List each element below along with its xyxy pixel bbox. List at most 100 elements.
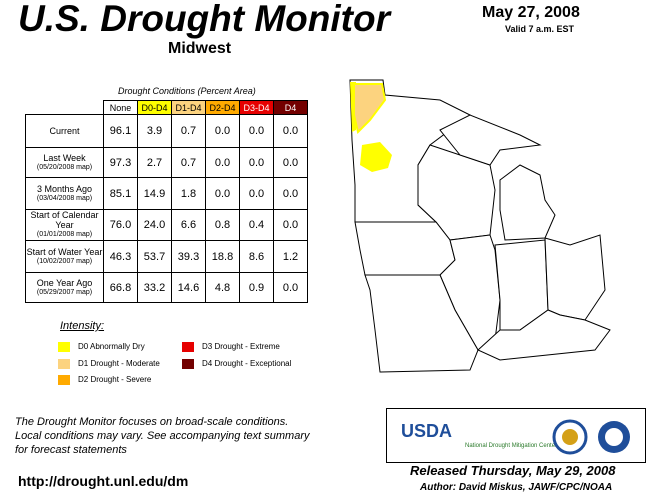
drought-d0: [350, 82, 356, 132]
row-label: One Year Ago (05/29/2007 map): [25, 272, 104, 303]
state: [499, 164, 556, 241]
legend-label: D1 Drought - Moderate: [78, 359, 160, 368]
cell: 85.1: [103, 177, 138, 210]
cell: 0.0: [273, 147, 308, 178]
column-header: None: [103, 100, 138, 115]
column-header: D2-D4: [205, 100, 240, 115]
row-label-text: Start of Calendar Year: [30, 210, 99, 230]
cell: 0.0: [205, 114, 240, 148]
state: [477, 309, 611, 361]
state: [439, 114, 542, 166]
subtitle: Midwest: [168, 40, 232, 57]
cell: 14.9: [137, 177, 172, 210]
column-header: D4: [273, 100, 308, 115]
legend-swatch: [182, 342, 194, 352]
cell: 0.7: [171, 114, 206, 148]
cell: 0.0: [239, 147, 274, 178]
cell: 97.3: [103, 147, 138, 178]
row-label: Start of Calendar Year (01/01/2008 map): [25, 209, 104, 241]
row-date: (05/20/2008 map): [36, 163, 93, 171]
legend-label: D0 Abnormally Dry: [78, 342, 145, 351]
note-line: for forecast statements: [15, 444, 127, 456]
usda-logo: USDA: [401, 421, 453, 441]
state: [494, 239, 549, 331]
cell: 0.7: [171, 147, 206, 178]
table-row: One Year Ago (05/29/2007 map) 66.8 33.2 14.6…: [25, 272, 308, 303]
row-label-text: One Year Ago: [36, 277, 93, 288]
cell: 1.8: [171, 177, 206, 210]
legend-swatch: [58, 375, 70, 385]
legend-title: Intensity:: [60, 320, 105, 332]
cell: 0.9: [239, 272, 274, 303]
row-label: Start of Water Year (10/02/2007 map): [25, 240, 104, 273]
cell: 76.0: [103, 209, 138, 241]
state: [417, 144, 496, 241]
cell: 0.0: [205, 177, 240, 210]
valid-time: Valid 7 a.m. EST: [505, 24, 575, 34]
legend-label: D3 Drought - Extreme: [202, 342, 280, 351]
cell: 0.0: [239, 177, 274, 210]
cell: 53.7: [137, 240, 172, 273]
note-line: Local conditions may vary. See accompany…: [15, 430, 310, 442]
seal: [562, 429, 578, 445]
cell: 96.1: [103, 114, 138, 148]
cell: 1.2: [273, 240, 308, 273]
cell: 0.0: [273, 177, 308, 210]
seal: [605, 428, 623, 446]
table-row: Start of Calendar Year (01/01/2008 map) 76…: [25, 209, 308, 241]
ndmc-logo: National Drought Mitigation Center: [465, 443, 558, 449]
row-label-text: Current: [49, 126, 80, 136]
table-caption: Drought Conditions (Percent Area): [118, 86, 256, 96]
logo-box: USDA National Drought Mitigation Center: [386, 408, 646, 463]
cell: 0.8: [205, 209, 240, 241]
row-label: Last Week (05/20/2008 map): [25, 147, 104, 178]
legend-label: D2 Drought - Severe: [78, 375, 152, 384]
table-row: Current 96.1 3.9 0.7 0.0 0.0 0.0: [25, 114, 308, 148]
row-label: 3 Months Ago (03/04/2008 map): [25, 177, 104, 210]
note: The Drought Monitor focuses on broad-sca…: [15, 415, 309, 457]
states: [349, 79, 611, 373]
legend-swatch: [58, 342, 70, 352]
cell: 46.3: [103, 240, 138, 273]
released: Released Thursday, May 29, 2008: [410, 463, 616, 478]
state: [349, 79, 471, 223]
row-date: (05/29/2007 map): [36, 288, 93, 296]
cell: 0.0: [273, 114, 308, 148]
state: [354, 221, 456, 276]
table-row: 3 Months Ago (03/04/2008 map) 85.1 14.9 1.8 0…: [25, 177, 308, 210]
corner-cell: [26, 101, 104, 115]
table-row: Start of Water Year (10/02/2007 map) 46.3 5…: [25, 240, 308, 273]
column-header: D1-D4: [171, 100, 206, 115]
cell: 66.8: [103, 272, 138, 303]
column-header: D0-D4: [137, 100, 172, 115]
cell: 0.4: [239, 209, 274, 241]
agency-seals: [552, 419, 630, 455]
stats-table: None D0-D4 D1-D4 D2-D4 D3-D4 D4 Current 96.1 3.9…: [25, 100, 308, 303]
cell: 24.0: [137, 209, 172, 241]
column-header: D3-D4: [239, 100, 274, 115]
state: [364, 274, 479, 373]
note-line: The Drought Monitor focuses on broad-sca…: [15, 416, 289, 428]
row-date: (10/02/2007 map): [36, 257, 93, 265]
header-row: None D0-D4 D1-D4 D2-D4 D3-D4 D4: [26, 100, 308, 115]
cell: 33.2: [137, 272, 172, 303]
legend-swatch: [58, 359, 70, 369]
author: Author: David Miskus, JAWF/CPC/NOAA: [420, 482, 613, 493]
cell: 6.6: [171, 209, 206, 241]
row-label-text: Start of Water Year: [26, 246, 103, 257]
cell: 2.7: [137, 147, 172, 178]
row-label-text: 3 Months Ago: [36, 183, 93, 194]
cell: 14.6: [171, 272, 206, 303]
cell: 8.6: [239, 240, 274, 273]
drought-d0: [360, 142, 392, 172]
title: U.S. Drought Monitor: [18, 0, 390, 39]
cell: 39.3: [171, 240, 206, 273]
cell: 4.8: [205, 272, 240, 303]
url: http://drought.unl.edu/dm: [18, 473, 189, 489]
row-date: (03/04/2008 map): [36, 194, 93, 202]
row-label: Current: [25, 114, 104, 148]
cell: 0.0: [205, 147, 240, 178]
cell: 3.9: [137, 114, 172, 148]
table-row: Last Week (05/20/2008 map) 97.3 2.7 0.7 0.0 0.…: [25, 147, 308, 178]
